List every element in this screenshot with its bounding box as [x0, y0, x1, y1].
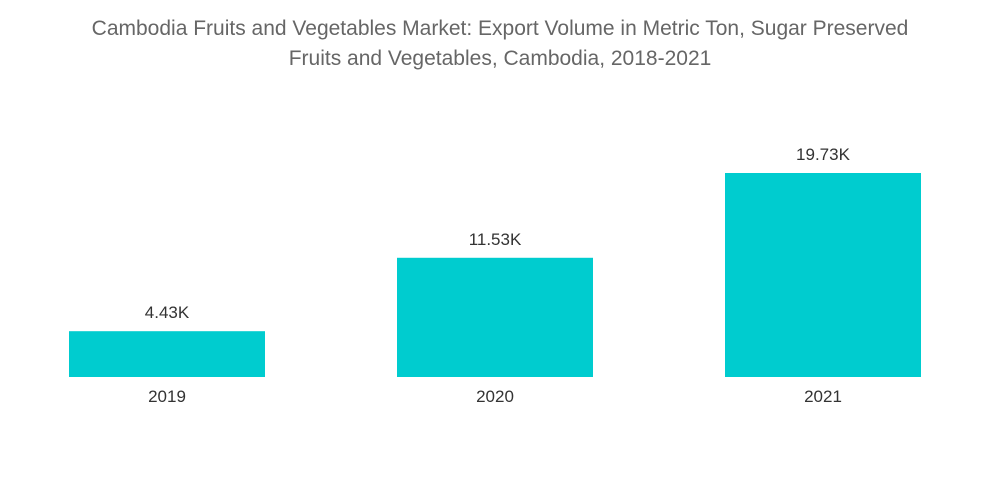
- bar-2019: [69, 331, 265, 377]
- data-label-2019: 4.43K: [145, 303, 190, 322]
- bar-2021: [725, 173, 921, 377]
- data-labels-layer: 4.43K 11.53K 19.73K: [145, 145, 851, 322]
- chart-title-line-1: Cambodia Fruits and Vegetables Market: E…: [91, 17, 909, 40]
- chart-title-line-2: Fruits and Vegetables, Cambodia, 2018-20…: [288, 47, 712, 70]
- chart-title: Cambodia Fruits and Vegetables Market: E…: [0, 14, 1000, 74]
- bar-2020: [397, 257, 593, 377]
- x-tick-label-2020: 2020: [476, 387, 514, 406]
- data-label-2020: 11.53K: [469, 230, 522, 249]
- x-axis-ticks: 2019 2020 2021: [148, 387, 842, 406]
- x-tick-label-2019: 2019: [148, 387, 186, 406]
- bars-layer: [69, 173, 921, 377]
- data-label-2021: 19.73K: [796, 145, 851, 164]
- x-tick-label-2021: 2021: [804, 387, 842, 406]
